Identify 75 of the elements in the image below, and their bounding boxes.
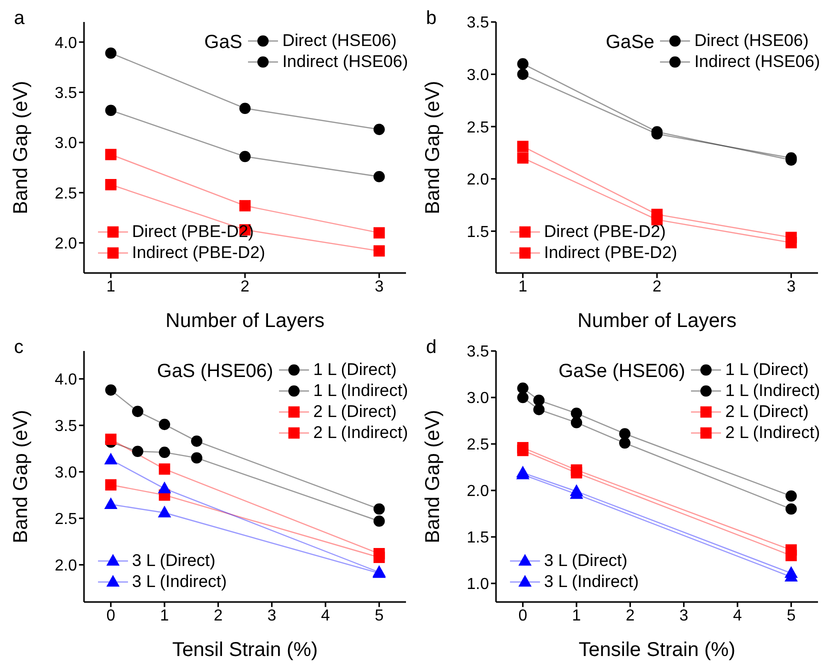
chart-title: a	[14, 8, 25, 30]
legend-label: 1 L (Direct)	[313, 359, 397, 380]
x-tick-label: 3	[374, 278, 384, 296]
y-tick-label: 2.5	[466, 119, 490, 136]
y-tick-label: 1.0	[466, 576, 490, 594]
y-tick-label: 1.5	[466, 530, 490, 547]
x-tick-label: 2	[652, 278, 662, 296]
legend-label: Direct (PBE-D2)	[544, 221, 666, 242]
y-tick-label: 4.0	[54, 372, 78, 389]
y-tick-label: 2.0	[466, 483, 490, 500]
legend-label: Direct (HSE06)	[694, 30, 809, 51]
annotation: GaS (HSE06)	[157, 361, 274, 383]
legend-label: 2 L (Indirect)	[313, 422, 408, 443]
x-tick-label: 5	[786, 607, 796, 624]
y-tick-label: 2.0	[466, 172, 490, 189]
x-tick-label: 3	[679, 607, 688, 624]
legend-label: Indirect (HSE06)	[694, 51, 820, 72]
y-tick-label: 4.0	[54, 34, 78, 52]
x-tick-label: 4	[733, 607, 742, 624]
y-tick-label: 3.0	[466, 390, 490, 408]
x-axis-title: Number of Layers	[578, 310, 736, 332]
x-tick-label: 1	[572, 607, 582, 624]
y-axis-title: Band Gap (eV)	[10, 410, 32, 544]
x-tick-label: 3	[267, 607, 276, 624]
annotation: GaS	[204, 32, 242, 54]
x-tick-label: 5	[374, 607, 384, 624]
x-axis-title: Tensile Strain (%)	[578, 639, 736, 661]
x-tick-label: 4	[321, 607, 330, 624]
legend-label: 1 L (Indirect)	[725, 380, 820, 401]
legend-label: 3 L (Direct)	[544, 550, 628, 571]
x-axis-title: Tensil Strain (%)	[172, 639, 318, 661]
chart-title: d	[426, 337, 437, 359]
chart-title: b	[426, 8, 437, 30]
x-tick-label: 3	[786, 278, 796, 296]
y-tick-label: 3.0	[54, 135, 78, 152]
x-tick-label: 1	[106, 278, 116, 296]
y-tick-label: 3.5	[466, 344, 490, 361]
legend-label: 1 L (Indirect)	[313, 380, 408, 401]
y-axis-title: Band Gap (eV)	[422, 410, 444, 544]
y-tick-label: 2.5	[54, 511, 78, 528]
x-axis-title: Number of Layers	[166, 310, 324, 332]
x-tick-label: 0	[518, 607, 528, 624]
y-tick-label: 3.0	[54, 464, 78, 482]
legend-label: Direct (HSE06)	[282, 30, 397, 51]
y-axis-title: Band Gap (eV)	[422, 80, 444, 214]
annotation: GaSe (HSE06)	[558, 361, 686, 383]
legend-label: 2 L (Indirect)	[725, 422, 820, 443]
y-tick-label: 3.5	[54, 84, 78, 102]
y-tick-label: 2.5	[54, 185, 78, 202]
y-axis-title: Band Gap (eV)	[10, 80, 32, 214]
x-tick-label: 1	[160, 607, 170, 624]
legend-label: 3 L (Direct)	[132, 550, 216, 571]
y-tick-label: 3.5	[54, 418, 78, 436]
y-tick-label: 3.0	[466, 66, 490, 84]
x-tick-label: 2	[240, 278, 250, 296]
y-tick-label: 2.5	[466, 436, 490, 454]
legend-label: 2 L (Direct)	[313, 401, 397, 422]
legend-label: 3 L (Indirect)	[132, 571, 227, 592]
y-tick-label: 3.5	[466, 14, 490, 32]
x-tick-label: 0	[106, 607, 116, 624]
y-tick-label: 1.5	[466, 224, 490, 241]
legend-label: Indirect (PBE-D2)	[132, 242, 266, 263]
chart-title: c	[14, 337, 24, 359]
legend-label: Indirect (HSE06)	[282, 51, 408, 72]
legend-label: Indirect (PBE-D2)	[544, 242, 678, 263]
annotation: GaSe	[606, 32, 654, 54]
x-tick-label: 1	[518, 278, 528, 296]
x-tick-label: 2	[214, 607, 223, 624]
legend-label: 2 L (Direct)	[725, 401, 809, 422]
legend-label: Direct (PBE-D2)	[132, 221, 254, 242]
y-tick-label: 2.0	[54, 557, 78, 574]
legend-label: 3 L (Indirect)	[544, 571, 639, 592]
y-tick-label: 2.0	[54, 236, 78, 253]
legend-label: 1 L (Direct)	[725, 359, 809, 380]
x-tick-label: 2	[626, 607, 635, 624]
